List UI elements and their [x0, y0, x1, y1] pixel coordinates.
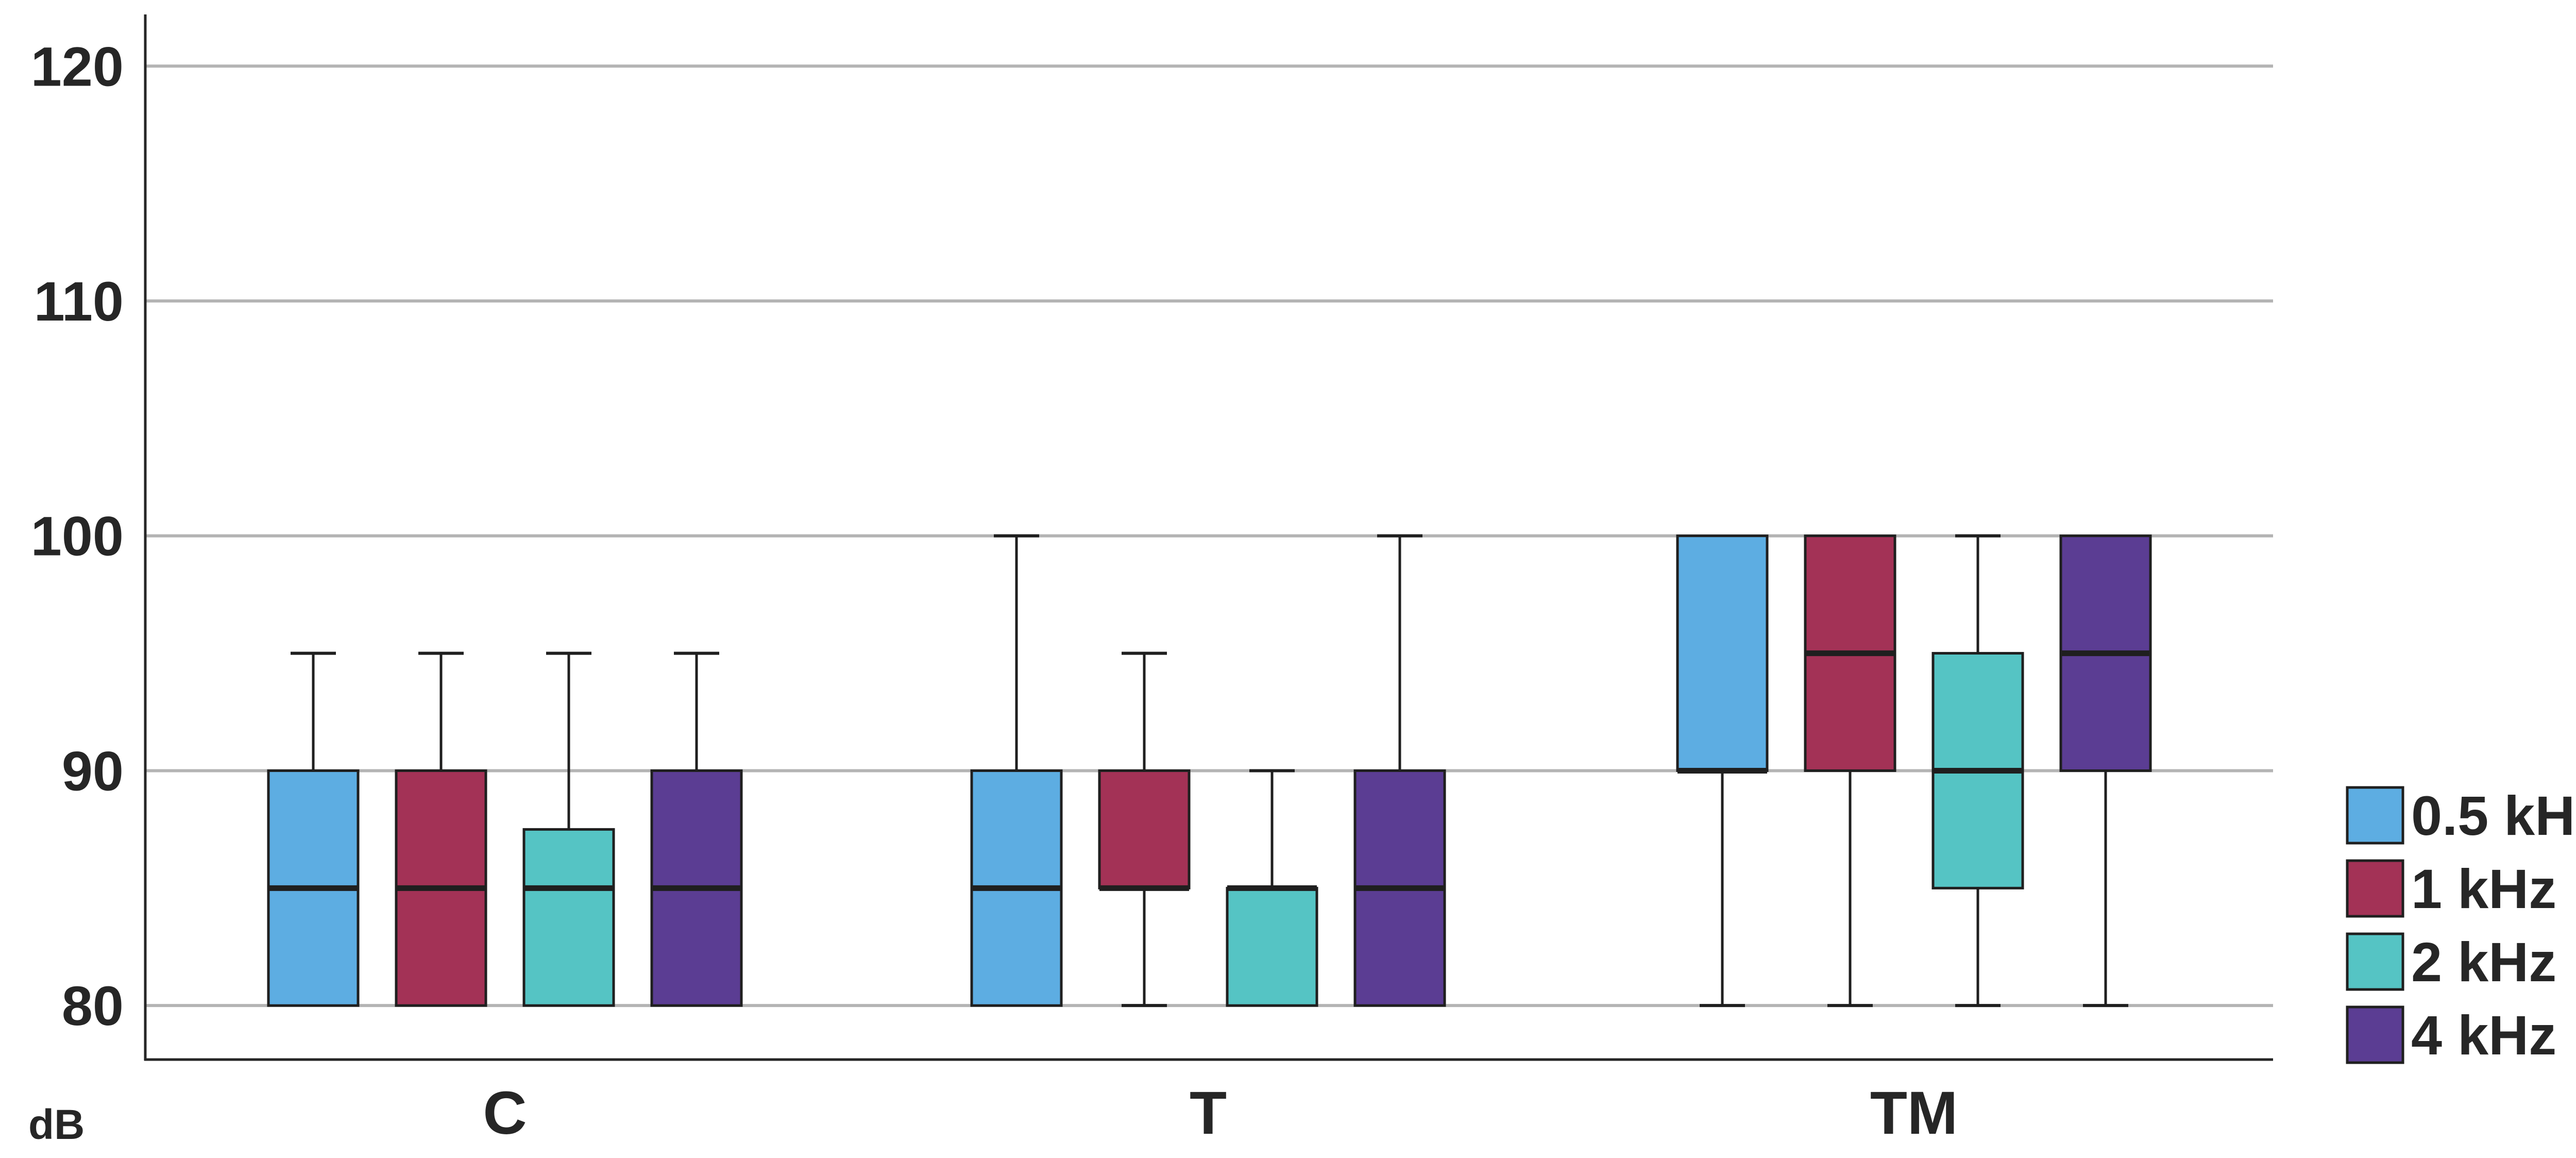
x-category-label: T [1190, 1079, 1227, 1147]
box [1353, 534, 1446, 1007]
legend-label: 4 kHz [2411, 1004, 2556, 1066]
x-axis-categories: C T TM [483, 1079, 1958, 1147]
legend-swatch [2346, 786, 2404, 845]
axes [144, 14, 2273, 1061]
y-axis-ticks: 80 90 100 110 120 [31, 35, 124, 1037]
box [970, 534, 1063, 1007]
box [1931, 534, 2024, 1008]
series-4-khz [650, 534, 2152, 1008]
box-body [1226, 886, 1318, 1007]
gridlines [145, 64, 2273, 1008]
y-tick-label: 120 [31, 35, 124, 97]
series-2-khz [522, 534, 2024, 1008]
legend: 0.5 kHz 1 kHz 2 kHz 4 kHz [2346, 784, 2576, 1066]
box [2059, 534, 2152, 1008]
box-body [1676, 534, 1769, 772]
box [1804, 534, 1896, 1008]
legend-item: 1 kHz [2346, 858, 2556, 920]
y-axis-label: dB [28, 1101, 84, 1148]
box [267, 651, 360, 1007]
box [522, 651, 615, 1007]
legend-item: 2 kHz [2346, 931, 2556, 993]
legend-label: 0.5 kHz [2411, 784, 2576, 847]
box [650, 651, 743, 1007]
x-category-label: TM [1870, 1079, 1958, 1147]
legend-swatch [2346, 859, 2404, 918]
legend-label: 1 kHz [2411, 858, 2556, 920]
box [395, 651, 487, 1007]
y-tick-label: 100 [31, 505, 124, 567]
box [1676, 534, 1769, 1008]
series-1-khz [395, 534, 1896, 1008]
box-body [522, 828, 615, 1007]
legend-swatch [2346, 1005, 2404, 1064]
x-category-label: C [483, 1079, 527, 1147]
series-0-5-khz [267, 534, 1769, 1008]
legend-item: 0.5 kHz [2346, 784, 2576, 847]
legend-item: 4 kHz [2346, 1004, 2556, 1066]
box [1098, 651, 1191, 1008]
legend-label: 2 kHz [2411, 931, 2556, 993]
box-body [1098, 769, 1191, 890]
y-tick-label: 110 [34, 270, 124, 332]
box-series [267, 534, 2152, 1008]
legend-swatch [2346, 932, 2404, 991]
y-tick-label: 90 [62, 740, 124, 802]
y-tick-label: 80 [62, 975, 124, 1037]
box [1226, 769, 1318, 1007]
